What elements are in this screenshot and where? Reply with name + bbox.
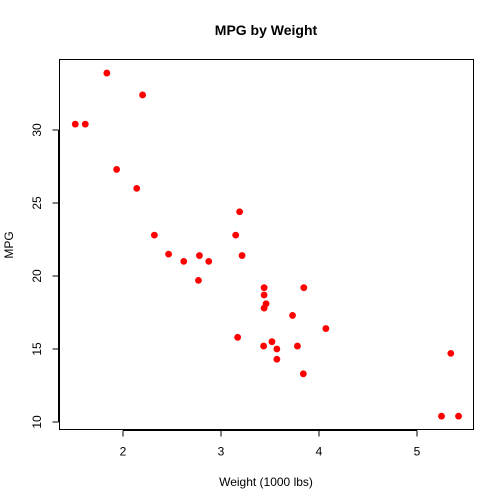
x-axis: 2 3 4 5 <box>120 430 421 459</box>
data-point <box>133 185 141 192</box>
data-point <box>139 91 147 99</box>
y-axis-label: MPG <box>2 231 16 258</box>
data-point <box>236 208 244 216</box>
data-point <box>234 333 242 341</box>
y-tick-label: 30 <box>30 123 44 137</box>
data-point <box>299 370 307 378</box>
data-point <box>150 231 158 239</box>
data-point <box>196 252 203 259</box>
data-point <box>289 312 296 319</box>
data-point <box>232 231 240 239</box>
data-point <box>300 284 308 292</box>
data-point <box>260 284 268 292</box>
x-tick-label: 2 <box>120 445 127 459</box>
data-point <box>273 355 281 363</box>
data-point <box>455 412 462 420</box>
y-tick-label: 20 <box>30 269 44 283</box>
data-point <box>81 120 89 128</box>
data-point <box>268 338 276 346</box>
y-tick-label: 15 <box>30 342 44 356</box>
data-point <box>273 345 281 353</box>
data-point <box>438 412 445 420</box>
data-point <box>165 250 172 258</box>
data-point <box>260 291 268 299</box>
data-point <box>195 276 202 284</box>
y-tick-label: 10 <box>30 415 44 429</box>
data-point <box>113 166 121 173</box>
data-point <box>260 342 268 350</box>
data-point <box>294 342 301 350</box>
data-point <box>71 120 79 128</box>
data-point <box>180 258 188 265</box>
data-point <box>103 69 111 77</box>
x-axis-label: Weight (1000 lbs) <box>219 475 313 489</box>
data-point <box>447 349 455 357</box>
data-point <box>205 258 213 265</box>
data-point <box>262 300 270 308</box>
y-axis: 10 15 20 25 30 <box>30 123 59 429</box>
x-tick-label: 3 <box>218 445 225 459</box>
data-point <box>322 325 330 332</box>
data-point <box>238 252 246 259</box>
x-tick-label: 4 <box>316 445 323 459</box>
data-points <box>71 69 462 420</box>
chart-title: MPG by Weight <box>215 22 318 38</box>
plot-area <box>59 59 474 430</box>
x-tick-label: 5 <box>414 445 421 459</box>
y-tick-label: 25 <box>30 196 44 210</box>
